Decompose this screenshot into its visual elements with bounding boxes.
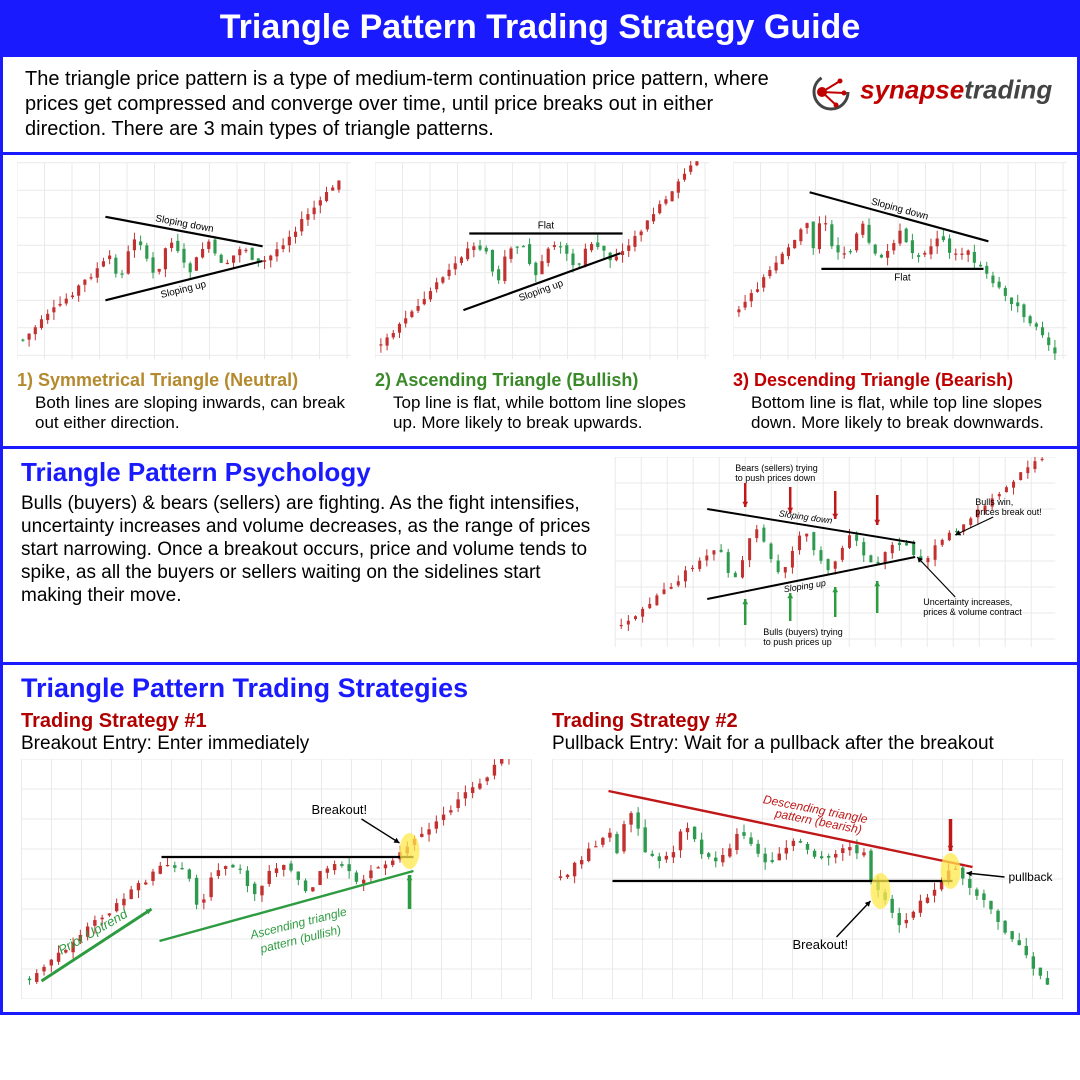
strategy-name: Trading Strategy #2 [552, 710, 1063, 733]
type-desc: Bottom line is flat, while top line slop… [733, 391, 1067, 434]
type-title: 1) Symmetrical Triangle (Neutral) [17, 370, 351, 391]
type-title: 2) Ascending Triangle (Bullish) [375, 370, 709, 391]
svg-text:Uncertainty increases,: Uncertainty increases, [923, 597, 1012, 607]
svg-text:Bulls (buyers) trying: Bulls (buyers) trying [763, 627, 843, 637]
type-ascending: FlatSloping up 2) Ascending Triangle (Bu… [361, 155, 719, 446]
intro-section: The triangle price pattern is a type of … [0, 57, 1080, 155]
triangle-types-section: Sloping downSloping up 1) Symmetrical Tr… [0, 155, 1080, 449]
svg-text:Breakout!: Breakout! [312, 802, 368, 817]
logo-text-right: trading [964, 75, 1052, 105]
logo-icon [810, 71, 852, 118]
type-title: 3) Descending Triangle (Bearish) [733, 370, 1067, 391]
chart-strategy-2: Descending trianglepattern (bearish)Brea… [552, 759, 1063, 999]
type-symmetrical: Sloping downSloping up 1) Symmetrical Tr… [3, 155, 361, 446]
intro-text: The triangle price pattern is a type of … [25, 67, 801, 142]
page-title: Triangle Pattern Trading Strategy Guide [220, 8, 860, 46]
page-header: Triangle Pattern Trading Strategy Guide [0, 0, 1080, 57]
logo: synapsetrading [801, 67, 1061, 118]
svg-text:pullback: pullback [1009, 870, 1054, 884]
svg-text:Sloping up: Sloping up [160, 279, 208, 301]
svg-text:Sloping down: Sloping down [870, 196, 930, 222]
type-descending: Sloping down Flat 3) Descending Triangle … [719, 155, 1077, 446]
svg-text:to push prices up: to push prices up [763, 637, 832, 647]
strategy-sub: Pullback Entry: Wait for a pullback afte… [552, 733, 1063, 755]
chart-descending: Sloping down Flat [733, 161, 1067, 361]
svg-text:Sloping down: Sloping down [778, 508, 833, 525]
psychology-title: Triangle Pattern Psychology [21, 457, 597, 488]
psychology-text: Bulls (buyers) & bears (sellers) are fig… [21, 492, 597, 608]
svg-text:Bulls win,: Bulls win, [975, 497, 1013, 507]
chart-symmetrical: Sloping downSloping up [17, 161, 351, 361]
svg-text:Bears (sellers) trying: Bears (sellers) trying [735, 463, 818, 473]
svg-text:Flat: Flat [894, 273, 911, 284]
logo-text-left: synapse [860, 75, 964, 105]
type-desc: Both lines are sloping inwards, can brea… [17, 391, 351, 434]
chart-strategy-1: Prior UptrendAscending trianglepattern (… [21, 759, 532, 999]
strategies-title: Triangle Pattern Trading Strategies [21, 673, 1063, 704]
svg-text:Breakout!: Breakout! [793, 937, 849, 952]
strategies-section: Triangle Pattern Trading Strategies Trad… [0, 665, 1080, 1015]
chart-ascending: FlatSloping up [375, 161, 709, 361]
psychology-section: Triangle Pattern Psychology Bulls (buyer… [0, 449, 1080, 665]
svg-text:Sloping up: Sloping up [783, 578, 827, 595]
svg-text:Flat: Flat [538, 221, 555, 232]
svg-text:prices & volume contract: prices & volume contract [923, 607, 1022, 617]
strategy-2: Trading Strategy #2 Pullback Entry: Wait… [552, 710, 1063, 1004]
strategy-sub: Breakout Entry: Enter immediately [21, 733, 532, 755]
svg-text:to push prices down: to push prices down [735, 473, 815, 483]
svg-text:prices break out!: prices break out! [975, 507, 1042, 517]
type-desc: Top line is flat, while bottom line slop… [375, 391, 709, 434]
strategy-name: Trading Strategy #1 [21, 710, 532, 733]
strategy-1: Trading Strategy #1 Breakout Entry: Ente… [21, 710, 532, 1004]
chart-psychology: Sloping down Sloping up Bears (sellers) tr… [605, 457, 1065, 647]
